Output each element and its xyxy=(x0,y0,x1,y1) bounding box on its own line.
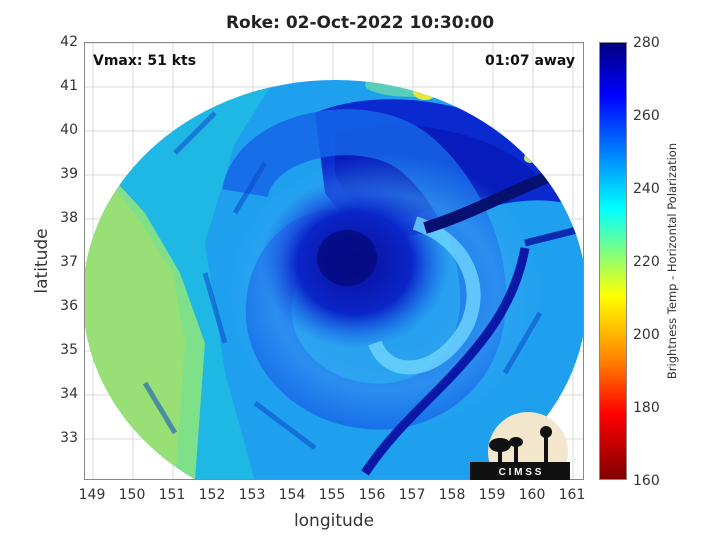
x-tick-label: 160 xyxy=(518,487,546,503)
brightness-temperature-field xyxy=(85,80,583,479)
x-tick-label: 159 xyxy=(478,487,506,503)
colorbar-tick-label: 260 xyxy=(633,108,660,124)
y-tick-label: 41 xyxy=(60,78,78,94)
colorbar-tick-label: 200 xyxy=(633,327,660,343)
colorbar-tick-label: 220 xyxy=(633,254,660,270)
y-tick-label: 35 xyxy=(60,342,78,358)
logo-text: C I M S S xyxy=(499,467,542,478)
y-tick-label: 39 xyxy=(60,166,78,182)
chart-title: Roke: 02-Oct-2022 10:30:00 xyxy=(225,13,495,33)
colorbar-label: Brightness Temp - Horizontal Polarizatio… xyxy=(665,142,679,380)
x-tick-label: 149 xyxy=(78,487,106,503)
y-tick-label: 36 xyxy=(60,298,78,314)
x-tick-label: 155 xyxy=(318,487,346,503)
map-plot-area: Vmax: 51 kts 01:07 away xyxy=(84,42,584,480)
colorbar-tick-label: 180 xyxy=(633,400,660,416)
x-tick-label: 150 xyxy=(118,487,146,503)
y-axis-label: latitude xyxy=(32,228,52,294)
x-tick-label: 154 xyxy=(278,487,306,503)
colorbar-tick-label: 280 xyxy=(633,35,660,51)
x-tick-label: 152 xyxy=(198,487,226,503)
y-tick-label: 37 xyxy=(60,254,78,270)
colorbar-tick-label: 160 xyxy=(633,473,660,489)
vmax-label: Vmax: 51 kts xyxy=(93,53,197,69)
x-axis-label: longitude xyxy=(293,511,375,531)
microwave-swath xyxy=(85,43,583,479)
x-tick-label: 153 xyxy=(238,487,266,503)
y-tick-label: 34 xyxy=(60,386,78,402)
y-tick-label: 42 xyxy=(60,34,78,50)
x-tick-label: 161 xyxy=(558,487,586,503)
y-tick-label: 38 xyxy=(60,210,78,226)
x-tick-label: 151 xyxy=(158,487,186,503)
colorbar xyxy=(599,42,627,480)
x-tick-label: 157 xyxy=(398,487,426,503)
colorbar-tick-label: 240 xyxy=(633,181,660,197)
time-away-label: 01:07 away xyxy=(485,53,575,69)
x-tick-label: 156 xyxy=(358,487,386,503)
y-tick-label: 33 xyxy=(60,430,78,446)
cimss-logo: C I M S S xyxy=(470,412,570,480)
y-tick-label: 40 xyxy=(60,122,78,138)
x-tick-label: 158 xyxy=(438,487,466,503)
